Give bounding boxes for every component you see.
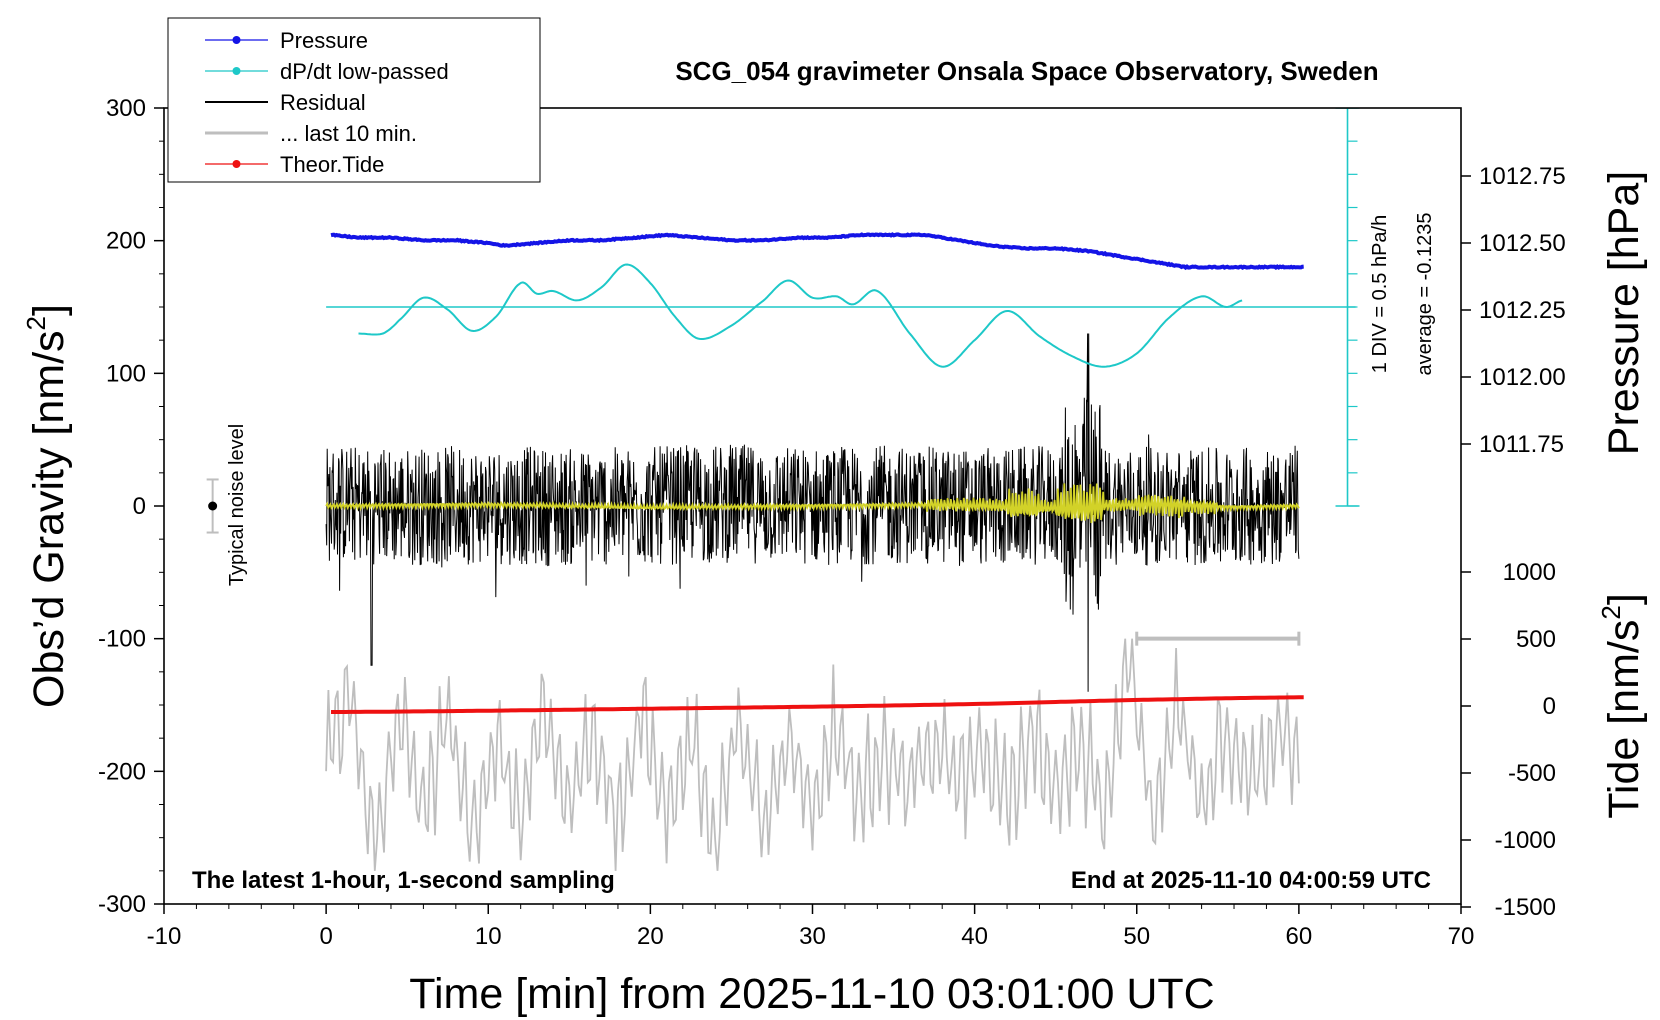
plot-layer [206,108,1360,871]
pressure-line [330,232,1304,271]
annotation-sampling: The latest 1-hour, 1-second sampling [192,867,615,894]
chart-title: SCG_054 gravimeter Onsala Space Observat… [675,56,1378,86]
x-tick-label: 60 [1286,923,1313,950]
pressure-tick-label: 1012.75 [1479,163,1566,190]
y-axis-label-left-sup: 2 [21,316,51,330]
tide-tick-label: -1000 [1495,827,1556,854]
residual-line [325,333,1300,692]
x-tick-label: 30 [799,923,826,950]
y-axis-label-left: Obs’d Gravity [nm/s2] [21,304,73,708]
x-tick-label: 20 [637,923,664,950]
y-axis-label-left-main: Obs’d Gravity [nm/s [25,330,73,708]
y-tick-label: -200 [98,758,146,785]
x-tick-label: 10 [475,923,502,950]
legend: Pressure dP/dt low-passed Residual ... last… [167,17,541,183]
dpdt-average-label: average = -0.1235 [1414,213,1436,376]
tide-tick-label: -500 [1508,760,1556,787]
x-tick-label: 40 [961,923,988,950]
legend-label: dP/dt low-passed [280,59,449,84]
legend-swatch-dot [232,160,241,168]
x-axis-label: Time [min] from 2025-11-10 03:01:00 UTC [409,970,1214,1018]
y-tick-label: 300 [106,95,146,122]
y-axis-label-tide-sup: 2 [1596,605,1626,619]
y-axis-label-tide: Tide [nm/s2] [1596,593,1648,819]
y-tick-label: -100 [98,626,146,653]
pressure-tick-label: 1011.75 [1479,431,1564,458]
legend-label: Residual [280,90,366,115]
dpdt-line [358,263,1243,368]
x-tick-label: 0 [319,923,332,950]
legend-label: Theor.Tide [280,152,384,177]
noise-level-label: Typical noise level [226,424,248,586]
legend-label: Pressure [280,28,368,53]
legend-label: ... last 10 min. [280,121,417,146]
pressure-tick-label: 1012.25 [1479,297,1566,324]
y-tick-label: -300 [98,891,146,918]
tide-tick-label: 1000 [1503,559,1556,586]
legend-swatch-dot [232,36,241,44]
pressure-tick-label: 1012.00 [1479,364,1566,391]
residual-bandpass-line [325,483,1300,524]
dpdt-scale-label: 1 DIV = 0.5 hPa/h [1369,215,1391,373]
legend-box [167,17,541,183]
pressure-tick-label: 1012.50 [1479,230,1566,257]
x-tick-label: 70 [1448,923,1475,950]
y-tick-label: 200 [106,228,146,255]
tide-tick-label: -1500 [1495,894,1556,921]
y-axis-label-pressure: Pressure [hPa] [1600,171,1648,455]
legend-swatch-dot [232,67,241,75]
y-axis-label-left-close: ] [25,304,73,316]
y-tick-label: 100 [106,360,146,387]
y-axis-label-tide-close: ] [1600,593,1648,605]
x-tick-label: 50 [1123,923,1150,950]
tide-tick-label: 500 [1516,626,1556,653]
x-tick-label: -10 [147,923,182,950]
last10min-line [325,638,1300,871]
axis-layer: -10 0 10 20 30 40 50 60 703002001000-100-200-300… [98,95,1566,950]
y-tick-label: 0 [133,493,146,520]
noise-marker [208,501,218,511]
tide-tick-label: 0 [1543,693,1556,720]
annotation-end-time: End at 2025-11-10 04:00:59 UTC [1071,867,1431,894]
y-axis-label-tide-main: Tide [nm/s [1600,620,1648,819]
tide-line [331,695,1304,714]
